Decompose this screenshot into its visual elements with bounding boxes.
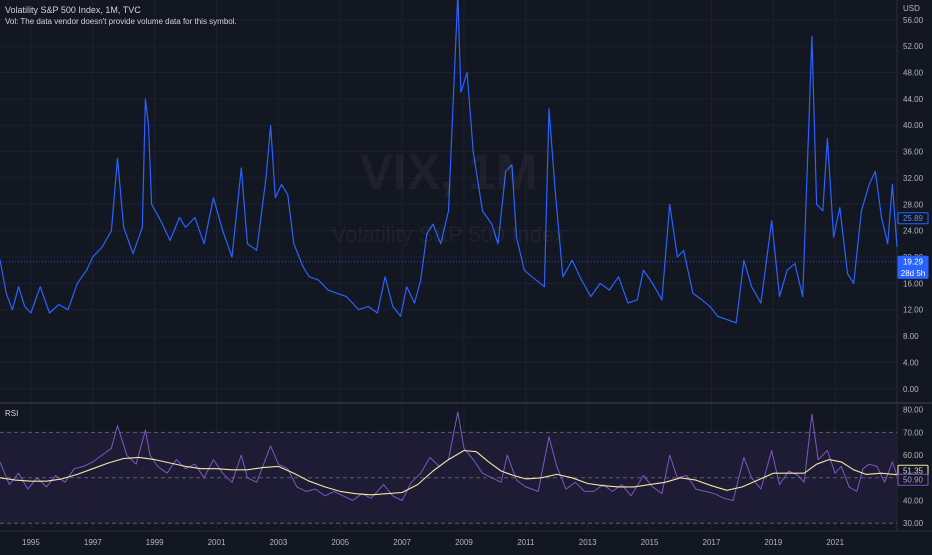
- watermark-symbol: VIX, 1M: [0, 143, 897, 201]
- ytick-label: 28.00: [903, 200, 924, 209]
- currency-label[interactable]: USD: [903, 4, 920, 13]
- ytick-label: 12.00: [903, 306, 924, 315]
- vix-series-line: [0, 0, 898, 324]
- ytick-label: 24.00: [903, 227, 924, 236]
- xtick-label: 2021: [826, 538, 844, 547]
- ytick-label: 4.00: [903, 358, 919, 367]
- ytick-label: 40.00: [903, 121, 924, 130]
- rsi-ytick-label: 70.00: [903, 428, 924, 437]
- rsi-series-line: [0, 411, 898, 501]
- ytick-label: 36.00: [903, 148, 924, 157]
- rsi-value-box: [897, 473, 929, 486]
- ytick-label: 16.00: [903, 279, 924, 288]
- xtick-label: 1997: [84, 538, 102, 547]
- xtick-label: 1995: [22, 538, 40, 547]
- xtick-label: 2017: [703, 538, 721, 547]
- legend-volume-note: Vol: The data vendor doesn't provide vol…: [5, 17, 237, 26]
- xtick-label: 2009: [455, 538, 473, 547]
- rsi-pane-title[interactable]: RSI: [5, 409, 19, 418]
- xtick-label: 2005: [331, 538, 349, 547]
- ytick-label: 52.00: [903, 42, 924, 51]
- rsi-ytick-label: 30.00: [903, 519, 924, 528]
- price-label: 19.29: [903, 258, 924, 267]
- watermark-name: Volatility S&P 500 Index: [0, 222, 897, 248]
- rsi-ytick-label: 80.00: [903, 406, 924, 415]
- price-label: 25.89: [903, 214, 924, 223]
- rsi-value-label: 51.35: [903, 467, 924, 476]
- ytick-label: 48.00: [903, 68, 924, 77]
- xtick-label: 2007: [393, 538, 411, 547]
- xtick-label: 2011: [517, 538, 535, 547]
- rsi-value-label: 50.90: [903, 476, 924, 485]
- price-label-box: [897, 212, 929, 225]
- legend-title[interactable]: Volatility S&P 500 Index, 1M, TVC: [5, 5, 141, 15]
- xtick-label: 1999: [146, 538, 164, 547]
- rsi-ma-line: [0, 449, 898, 496]
- ytick-label: 32.00: [903, 174, 924, 183]
- xtick-label: 2013: [579, 538, 597, 547]
- ytick-label: 56.00: [903, 16, 924, 25]
- xtick-label: 2015: [641, 538, 659, 547]
- ytick-label: 44.00: [903, 95, 924, 104]
- xtick-label: 2019: [764, 538, 782, 547]
- xtick-label: 2001: [208, 538, 226, 547]
- ytick-label: 0.00: [903, 385, 919, 394]
- price-label-box: [897, 266, 929, 279]
- rsi-ytick-label: 40.00: [903, 496, 924, 505]
- price-label: 28d 5h: [901, 269, 925, 278]
- xtick-label: 2003: [269, 538, 287, 547]
- ytick-label: 8.00: [903, 332, 919, 341]
- rsi-ytick-label: 60.00: [903, 451, 924, 460]
